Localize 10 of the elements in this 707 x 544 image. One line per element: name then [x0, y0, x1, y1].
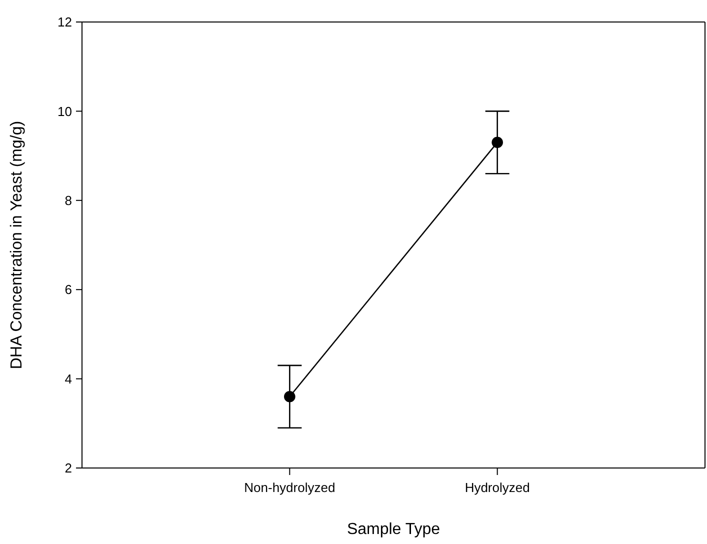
x-axis-title: Sample Type [346, 521, 440, 538]
y-tick-label: 2 [64, 460, 72, 476]
y-tick-label: 6 [64, 282, 72, 298]
y-tick-label: 8 [64, 193, 72, 208]
x-tick-label: Non-hydrolyzed [244, 480, 336, 496]
y-tick-label: 10 [58, 104, 72, 119]
y-tick-label: 4 [64, 371, 72, 386]
y-axis-title: DHA Concentration in Yeast (mg/g) [8, 120, 26, 370]
x-tick-label: Hydrolyzed [464, 480, 530, 496]
y-tick-label: 12 [58, 14, 72, 30]
